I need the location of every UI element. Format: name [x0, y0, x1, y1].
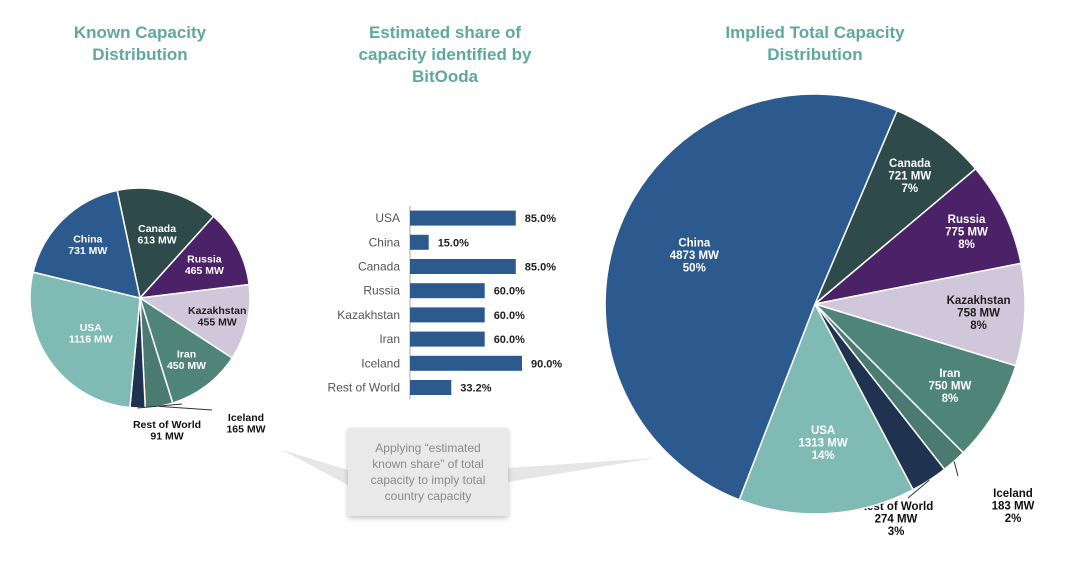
known-capacity-title: Known Capacity Distribution [73, 23, 207, 64]
pie-slice-china [604, 93, 899, 501]
bar-value-china: 15.0% [438, 237, 469, 249]
pie-label-iceland: Iceland 183 MW 2% [992, 488, 1035, 525]
bar-category-usa: USA [375, 211, 400, 225]
bar-russia [410, 283, 485, 299]
bar-value-russia: 60.0% [494, 286, 525, 298]
bar-value-usa: 85.0% [525, 213, 556, 225]
estimated-share-bar-chart: USA 85.0% China 15.0% Canada 85.0% Russia 60.0%… [328, 206, 562, 400]
pie-label-iceland: Iceland 165 MW [226, 412, 265, 436]
pie-label-kazakhstan: Kazakhstan 455 MW [188, 305, 246, 329]
bar-iran [410, 331, 485, 347]
bar-value-iran: 60.0% [494, 334, 525, 346]
bar-category-rest-of-world: Rest of World [328, 381, 400, 395]
bar-kazakhstan [410, 307, 485, 323]
bar-rest-of-world [410, 380, 452, 395]
implied-capacity-pie: Canada 721 MW 7% Russia 775 MW 8% Kazakhstan 75… [604, 93, 1035, 538]
callout-box: Applying “estimated known share” of tota… [348, 428, 508, 516]
pie-slice-russia [814, 167, 1022, 305]
bar-category-kazakhstan: Kazakhstan [337, 308, 400, 322]
pie-slice-usa [738, 302, 915, 515]
known-capacity-pie: Canada 613 MW Russia 465 MW Kazakhstan 455 MW… [29, 187, 266, 443]
pie-slice-russia [138, 215, 251, 299]
pie-label-canada: Canada 613 MW [138, 223, 177, 247]
pie-slice-china [32, 189, 141, 300]
leader-line-rest-of-world [907, 479, 930, 499]
pie-slice-usa [29, 271, 141, 409]
pie-slice-iran [138, 296, 234, 404]
pie-label-canada: Canada 721 MW 7% [888, 158, 931, 195]
implied-capacity-title: Implied Total Capacity Distribution [725, 23, 905, 64]
bar-category-canada: Canada [358, 260, 400, 274]
pie-slice-canada [116, 187, 215, 300]
pie-label-china: China 731 MW [68, 233, 107, 256]
pie-label-kazakhstan: Kazakhstan 758 MW 8% [947, 295, 1011, 332]
bar-value-canada: 85.0% [525, 262, 556, 274]
bar-category-iran: Iran [379, 332, 400, 346]
pie-slice-canada [814, 109, 977, 305]
bar-value-kazakhstan: 60.0% [494, 310, 525, 322]
pie-slice-kazakhstan [137, 283, 251, 360]
pie-label-rest-of-world: Rest of World 91 MW [133, 419, 201, 443]
callout-pointer-left [282, 450, 348, 485]
callout-text: Applying “estimated known share” of tota… [370, 441, 486, 503]
bar-category-china: China [369, 235, 401, 249]
bar-iceland [410, 355, 522, 371]
bar-china [410, 234, 429, 250]
pie-label-iran: Iran 450 MW [167, 348, 206, 372]
leader-line-iceland [159, 405, 213, 411]
pie-label-china: China 4873 MW 50% [670, 238, 719, 275]
bar-usa [410, 210, 516, 226]
pie-label-russia: Russia 465 MW [185, 253, 224, 277]
estimated-share-title: Estimated share of capacity identified b… [358, 23, 532, 86]
pie-label-usa: USA 1116 MW [69, 322, 113, 346]
bar-category-iceland: Iceland [361, 356, 400, 370]
bar-value-iceland: 90.0% [531, 358, 562, 370]
bar-canada [410, 259, 516, 274]
leader-line-iceland [953, 461, 959, 477]
callout-pointer-right [508, 458, 655, 482]
pie-label-usa: USA 1313 MW 14% [798, 425, 847, 462]
leader-line-rest-of-world [137, 403, 183, 409]
pie-slice-iran [814, 303, 1017, 454]
pie-label-russia: Russia 775 MW 8% [945, 214, 988, 251]
bar-category-russia: Russia [363, 284, 400, 298]
pie-slice-kazakhstan [814, 262, 1026, 367]
pie-label-iran: Iran 750 MW 8% [928, 368, 971, 405]
bar-value-rest-of-world: 33.2% [460, 383, 491, 395]
